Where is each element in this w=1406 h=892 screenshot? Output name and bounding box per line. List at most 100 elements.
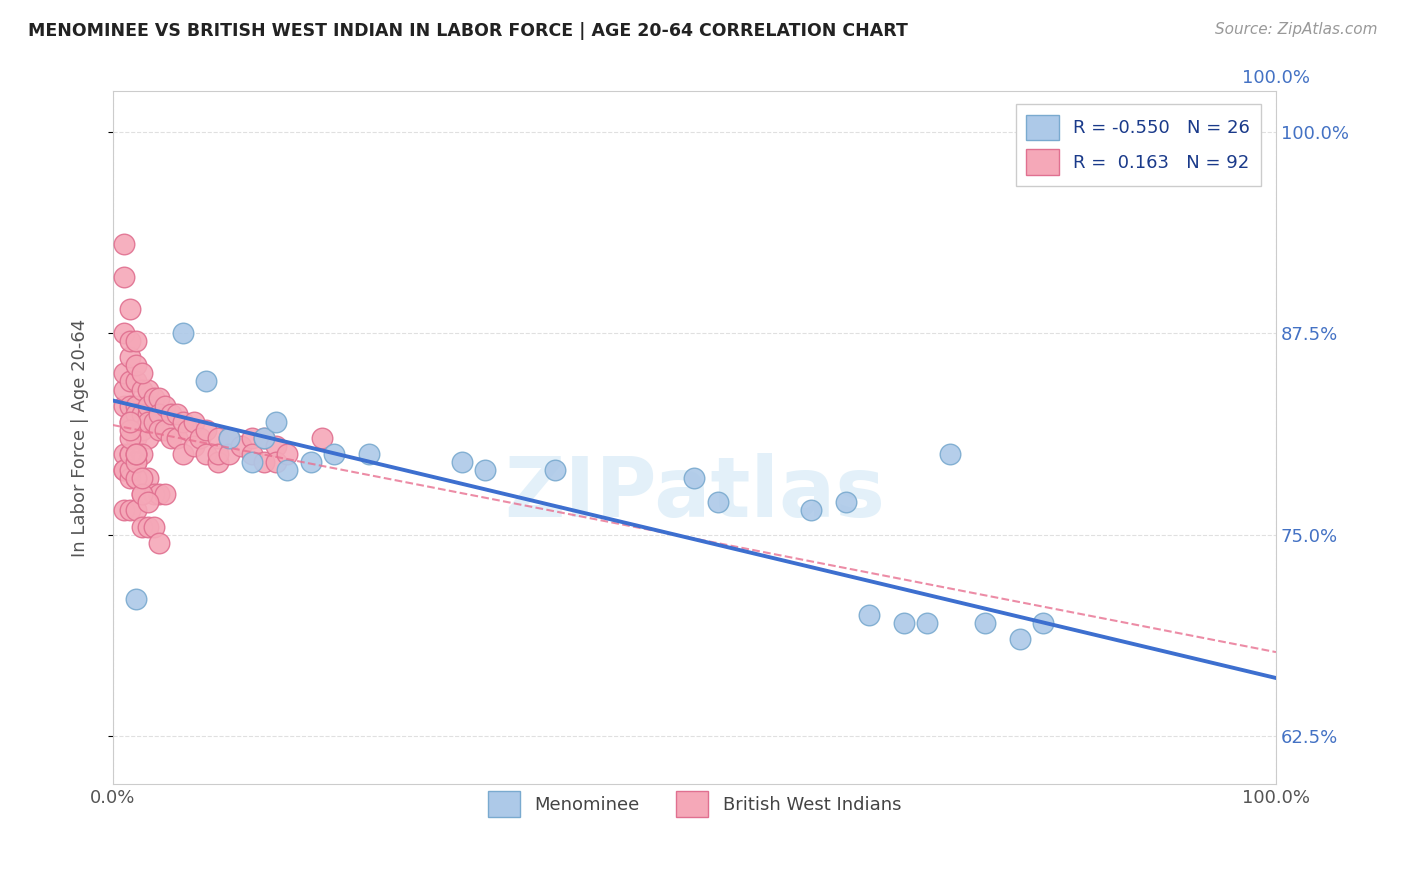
Text: MENOMINEE VS BRITISH WEST INDIAN IN LABOR FORCE | AGE 20-64 CORRELATION CHART: MENOMINEE VS BRITISH WEST INDIAN IN LABO…: [28, 22, 908, 40]
Point: [142, 415, 165, 429]
Point: [131, 487, 153, 501]
Point: [131, 367, 153, 381]
Point: [207, 447, 229, 461]
Point: [177, 423, 200, 437]
Point: [131, 447, 153, 461]
Point: [120, 334, 142, 349]
Point: [114, 367, 136, 381]
Point: [858, 608, 880, 623]
Point: [172, 415, 194, 429]
Point: [800, 503, 823, 517]
Point: [114, 503, 136, 517]
Text: Source: ZipAtlas.com: Source: ZipAtlas.com: [1215, 22, 1378, 37]
Point: [136, 431, 159, 445]
Point: [120, 447, 142, 461]
Point: [253, 431, 276, 445]
Point: [120, 415, 142, 429]
Point: [120, 471, 142, 485]
Point: [114, 326, 136, 340]
Point: [153, 423, 176, 437]
Point: [131, 487, 153, 501]
Point: [311, 431, 333, 445]
Point: [148, 535, 170, 549]
Point: [120, 463, 142, 477]
Point: [148, 423, 170, 437]
Point: [242, 447, 264, 461]
Point: [322, 447, 344, 461]
Point: [1010, 632, 1032, 647]
Point: [218, 447, 240, 461]
Point: [706, 495, 728, 509]
Point: [114, 463, 136, 477]
Point: [194, 447, 217, 461]
Point: [218, 431, 240, 445]
Point: [357, 447, 380, 461]
Point: [264, 415, 287, 429]
Point: [120, 423, 142, 437]
Point: [131, 407, 153, 421]
Point: [136, 383, 159, 397]
Legend: Menominee, British West Indians: Menominee, British West Indians: [481, 784, 908, 824]
Point: [148, 391, 170, 405]
Point: [915, 616, 938, 631]
Point: [450, 455, 472, 469]
Point: [125, 375, 148, 389]
Point: [114, 447, 136, 461]
Point: [136, 471, 159, 485]
Point: [142, 391, 165, 405]
Point: [125, 447, 148, 461]
Point: [188, 431, 211, 445]
Point: [153, 487, 176, 501]
Point: [120, 351, 142, 365]
Point: [125, 359, 148, 373]
Point: [544, 463, 567, 477]
Point: [939, 447, 962, 461]
Text: ZIPatlas: ZIPatlas: [503, 453, 884, 533]
Point: [125, 334, 148, 349]
Point: [276, 463, 298, 477]
Point: [125, 447, 148, 461]
Point: [207, 455, 229, 469]
Point: [125, 592, 148, 607]
Point: [142, 487, 165, 501]
Point: [194, 375, 217, 389]
Point: [253, 431, 276, 445]
Point: [136, 415, 159, 429]
Point: [142, 519, 165, 533]
Point: [125, 431, 148, 445]
Point: [160, 431, 183, 445]
Point: [1090, 826, 1112, 840]
Point: [242, 431, 264, 445]
Point: [125, 399, 148, 413]
Point: [120, 375, 142, 389]
Point: [299, 455, 322, 469]
Point: [183, 439, 205, 453]
Point: [229, 439, 252, 453]
Point: [125, 455, 148, 469]
Point: [207, 431, 229, 445]
Point: [125, 407, 148, 421]
Point: [276, 447, 298, 461]
Point: [148, 407, 170, 421]
Point: [120, 447, 142, 461]
Point: [131, 471, 153, 485]
Point: [125, 471, 148, 485]
Point: [1032, 616, 1054, 631]
Point: [114, 399, 136, 413]
Point: [120, 503, 142, 517]
Point: [474, 463, 496, 477]
Point: [242, 455, 264, 469]
Y-axis label: In Labor Force | Age 20-64: In Labor Force | Age 20-64: [72, 318, 89, 557]
Point: [136, 519, 159, 533]
Point: [136, 407, 159, 421]
Point: [114, 383, 136, 397]
Point: [131, 423, 153, 437]
Point: [194, 423, 217, 437]
Point: [683, 471, 706, 485]
Point: [172, 326, 194, 340]
Point: [974, 616, 997, 631]
Point: [183, 415, 205, 429]
Point: [131, 383, 153, 397]
Point: [218, 431, 240, 445]
Point: [125, 503, 148, 517]
